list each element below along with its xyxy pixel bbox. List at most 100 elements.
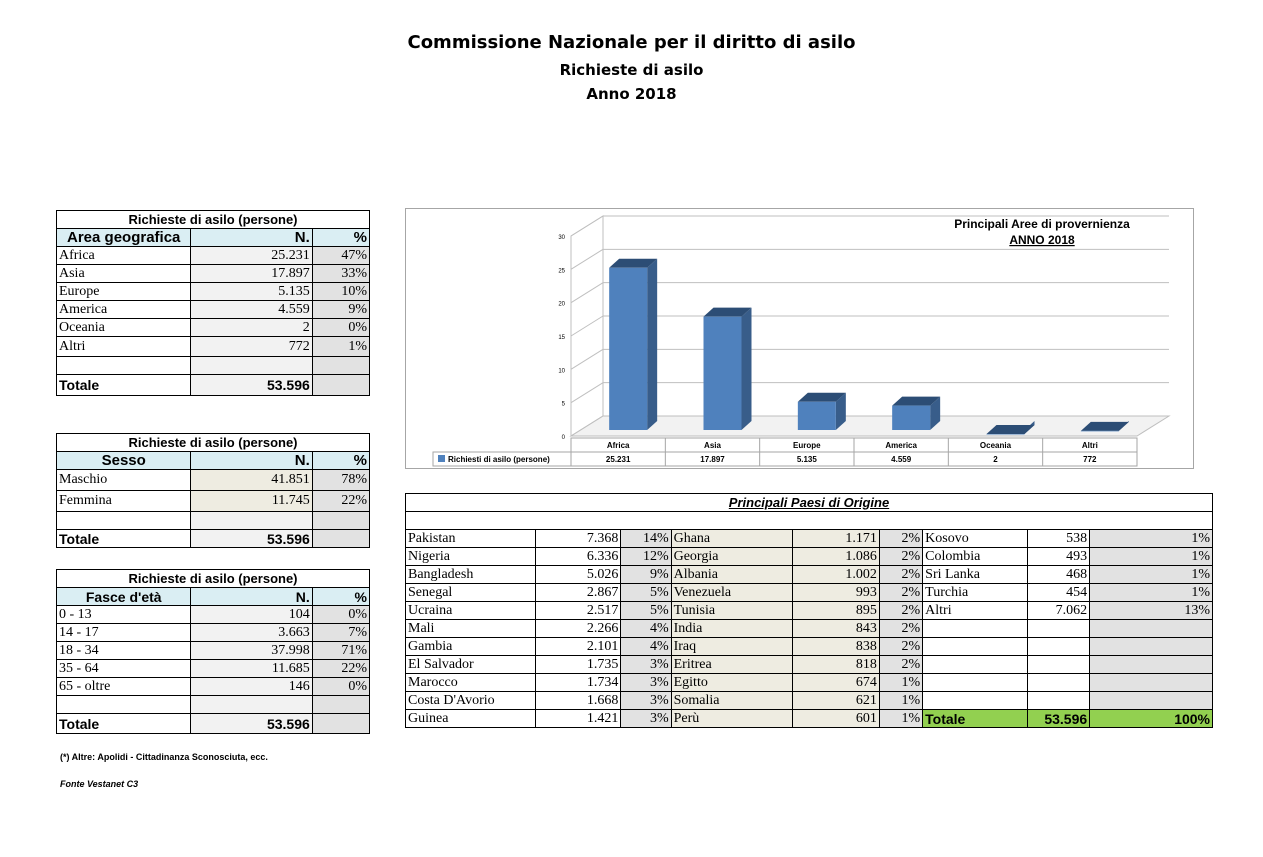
country-n: 2.867 [534, 583, 622, 602]
area-total-label: Totale [55, 374, 192, 396]
countries-total-pct: 100% [1089, 709, 1213, 728]
country-n: 1.668 [534, 691, 622, 710]
page-title: Commissione Nazionale per il diritto di … [407, 32, 856, 53]
country-label: Iraq [670, 637, 794, 656]
table-row: 0 - 13 104 0% [55, 605, 371, 624]
empty-cell [922, 655, 1028, 674]
chart-gridline-side [570, 282, 604, 304]
category-label: Africa [607, 441, 630, 450]
age-col-label: Fasce d'età [55, 587, 192, 606]
country-n: 5.026 [534, 565, 622, 584]
page-subtitle: Richieste di asilo [559, 61, 704, 79]
country-pct: 1% [878, 673, 924, 692]
empty-cell [1089, 619, 1213, 638]
country-label: Bangladesh [405, 565, 536, 584]
bar-side [741, 307, 752, 430]
age-n: 3.663 [190, 623, 313, 642]
table-row: Costa D'Avorio 1.668 3% Somalia 621 1% [405, 691, 1213, 710]
value-label: 2 [993, 455, 998, 464]
country-label: Pakistan [405, 529, 536, 548]
bar-top [986, 425, 1035, 434]
table-row: Senegal 2.867 5% Venezuela 993 2% Turchia 454 1% [405, 583, 1213, 602]
sex-pct: 78% [311, 469, 371, 491]
country-label: Albania [670, 565, 794, 584]
value-label: 25.231 [606, 455, 631, 464]
age-label: 65 - oltre [55, 677, 192, 696]
empty-cell [922, 619, 1028, 638]
country-label: Somalia [670, 691, 794, 710]
country-pct: 2% [878, 619, 924, 638]
country-pct: 1% [1089, 565, 1213, 584]
country-label: Eritrea [670, 655, 794, 674]
area-pct: 0% [311, 318, 371, 337]
area-col-n: N. [190, 228, 313, 247]
country-n: 1.734 [534, 673, 622, 692]
area-col-pct: % [311, 228, 371, 247]
country-label: Kosovo [922, 529, 1028, 548]
table-row: Altri 772 1% [55, 336, 371, 357]
table-row: Europe 5.135 10% [55, 282, 371, 301]
country-label: Mali [405, 619, 536, 638]
chart-gridline-side [570, 382, 604, 404]
sex-label: Femmina [55, 490, 192, 512]
country-pct: 2% [878, 583, 924, 602]
country-n: 843 [792, 619, 880, 638]
country-pct: 2% [878, 529, 924, 548]
value-label: 772 [1083, 455, 1097, 464]
area-total-value: 53.596 [190, 374, 313, 396]
countries-table-title: Principali Paesi di Origine [405, 493, 1213, 512]
country-pct: 9% [620, 565, 672, 584]
age-pct: 22% [311, 659, 371, 678]
country-pct: 1% [1089, 529, 1213, 548]
sex-col-pct: % [311, 451, 371, 470]
country-n: 454 [1026, 583, 1091, 602]
legend-label: Richiesti di asilo (persone) [448, 455, 550, 464]
sex-table: Richieste di asilo (persone) Sesso N. % … [55, 433, 371, 548]
chart-gridline-side [570, 415, 604, 437]
age-pct: 0% [311, 677, 371, 696]
age-label: 35 - 64 [55, 659, 192, 678]
country-n: 674 [792, 673, 880, 692]
chart-gridline-side [570, 248, 604, 270]
country-label: Guinea [405, 709, 536, 728]
age-col-n: N. [190, 587, 313, 606]
country-n: 838 [792, 637, 880, 656]
country-label: Altri [922, 601, 1028, 620]
country-pct: 3% [620, 691, 672, 710]
age-col-pct: % [311, 587, 371, 606]
age-n: 11.685 [190, 659, 313, 678]
bar-side [930, 396, 941, 430]
page-year: Anno 2018 [586, 85, 677, 103]
total-row: Totale 53.596 [55, 374, 371, 396]
country-pct: 5% [620, 583, 672, 602]
sex-total-label: Totale [55, 529, 192, 548]
sex-n: 41.851 [190, 469, 313, 491]
category-label: Europe [793, 441, 821, 450]
bar-oceania [986, 434, 1025, 435]
country-label: Colombia [922, 547, 1028, 566]
table-row: 14 - 17 3.663 7% [55, 623, 371, 642]
country-n: 621 [792, 691, 880, 710]
total-row: Totale 53.596 [55, 713, 371, 734]
table-row: 35 - 64 11.685 22% [55, 659, 371, 678]
chart-title: Principali Aree di provernienza [954, 217, 1130, 231]
country-n: 7.368 [534, 529, 622, 548]
sex-pct: 22% [311, 490, 371, 512]
y-tick-label: 20 [558, 302, 565, 308]
country-label: Georgia [670, 547, 794, 566]
country-pct: 3% [620, 655, 672, 674]
country-pct: 2% [878, 655, 924, 674]
empty-cell [1026, 673, 1091, 692]
table-row: America 4.559 9% [55, 300, 371, 319]
empty-cell [1026, 637, 1091, 656]
age-pct: 0% [311, 605, 371, 624]
country-n: 6.336 [534, 547, 622, 566]
country-label: Egitto [670, 673, 794, 692]
country-label: India [670, 619, 794, 638]
area-n: 772 [190, 336, 313, 357]
country-pct: 2% [878, 547, 924, 566]
age-n: 146 [190, 677, 313, 696]
table-row: Marocco 1.734 3% Egitto 674 1% [405, 673, 1213, 692]
area-label: Oceania [55, 318, 192, 337]
table-row: Asia 17.897 33% [55, 264, 371, 283]
